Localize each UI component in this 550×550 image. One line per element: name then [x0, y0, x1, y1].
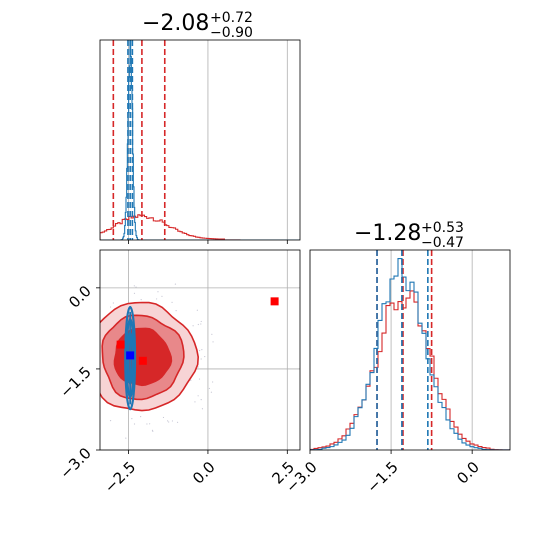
joint-red-marker-0	[116, 340, 125, 349]
joint-sample-point	[171, 301, 173, 303]
joint-sample-point	[212, 341, 214, 343]
param1-title-value: −2.08	[142, 11, 209, 36]
joint-ytick-label-2: −3.0	[56, 444, 94, 482]
joint-sample-point	[200, 399, 202, 401]
param2-title-value: −1.28	[354, 221, 421, 246]
joint-sample-point	[131, 418, 133, 420]
joint-sample-point	[76, 348, 77, 349]
joint-contours	[64, 283, 279, 439]
joint-sample-point	[146, 423, 148, 425]
joint-ytick-label-0: 0.0	[65, 282, 95, 312]
joint-sample-point	[171, 420, 174, 422]
joint-xtick-label-0: −2.5	[101, 458, 139, 496]
joint-sample-point	[125, 437, 127, 439]
param1-title: −2.08 +0.72 −0.90	[142, 10, 253, 41]
h2-blue-histogram	[310, 257, 510, 450]
param2-title-plus: +0.53	[421, 220, 464, 236]
joint-sample-point	[112, 302, 114, 304]
joint-xtick-label-1: 0.0	[189, 458, 219, 488]
joint-sample-point	[109, 306, 112, 308]
joint-sample-point	[88, 341, 89, 342]
joint-sample-point	[210, 391, 213, 393]
histogram-param2-series	[310, 250, 510, 450]
joint-sample-point	[64, 340, 65, 341]
param1-title-plus: +0.72	[210, 10, 253, 26]
param2-title-minus: −0.47	[421, 235, 464, 251]
h1-red-histogram	[100, 214, 300, 240]
joint-sample-point	[197, 366, 199, 368]
joint-sample-point	[200, 320, 202, 323]
joint-sample-point	[211, 333, 213, 335]
histogram-param2-panel: −3.0 −1.5 0.0	[282, 249, 511, 497]
joint-sample-point	[200, 358, 202, 360]
joint-frame	[99, 249, 301, 451]
joint-sample-point	[212, 381, 214, 383]
joint-sample-point	[149, 423, 151, 425]
joint-sample-point	[197, 323, 199, 326]
joint-sample-point	[199, 350, 201, 352]
histogram-param1-frame	[99, 39, 301, 241]
joint-sample-point	[135, 286, 137, 288]
joint-sample-point	[81, 310, 82, 311]
joint-sample-point	[168, 421, 170, 423]
joint-sample-point	[88, 382, 89, 383]
h2-red-histogram	[310, 290, 510, 450]
joint-sample-point	[81, 337, 82, 338]
joint-sample-point	[95, 372, 96, 373]
histogram-param1-grid	[128, 40, 288, 240]
histogram-param2-frame	[309, 249, 511, 451]
joint-sample-point	[140, 415, 142, 418]
joint-sample-point	[157, 291, 159, 293]
param2-title: −1.28 +0.53 −0.47	[354, 220, 464, 251]
joint-blue-marker	[126, 351, 135, 360]
joint-sample-point	[109, 420, 112, 422]
joint-sample-point	[77, 330, 78, 331]
joint-sample-point	[192, 325, 194, 327]
joint-sample-point	[200, 323, 202, 325]
joint-sample-point	[161, 295, 163, 297]
histogram-param1-ticks	[128, 240, 288, 244]
joint-sample-point	[89, 397, 90, 398]
joint-sample-point	[166, 420, 169, 422]
joint-sample-point	[133, 423, 136, 425]
joint-sample-point	[201, 348, 203, 351]
joint-sample-point	[196, 309, 198, 311]
joint-red-marker-1	[138, 356, 147, 365]
joint-sample-point	[75, 356, 76, 357]
joint-sample-point	[74, 358, 75, 359]
joint-sample-point	[194, 401, 196, 403]
joint-sample-point	[201, 408, 204, 410]
joint-panel: −2.5 0.0 2.50.0−1.5−3.0	[56, 249, 301, 497]
joint-sample-point	[190, 379, 192, 381]
joint-sample-point	[156, 298, 158, 300]
joint-red-marker-2	[270, 297, 279, 306]
joint-sample-point	[197, 395, 199, 397]
joint-sample-point	[151, 429, 154, 431]
param1-title-minus: −0.90	[210, 25, 253, 41]
joint-sample-point	[175, 310, 177, 312]
histogram-param1-panel	[99, 39, 301, 244]
joint-sample-point	[162, 416, 165, 419]
joint-sample-point	[74, 324, 75, 325]
joint-blue-contour-0	[124, 305, 137, 411]
h2-xtick-label-2: 0.0	[453, 458, 483, 488]
joint-sample-point	[133, 292, 136, 294]
joint-sample-point	[198, 378, 201, 380]
joint-sample-point	[133, 285, 135, 287]
joint-sample-point	[174, 283, 177, 285]
joint-ytick-label-1: −1.5	[56, 363, 94, 401]
joint-sample-point	[64, 365, 65, 366]
histogram-param2-ticks: −3.0 −1.5 0.0	[282, 450, 483, 497]
joint-sample-point	[208, 387, 211, 390]
joint-sample-point	[176, 421, 179, 423]
histogram-param1-series	[100, 40, 300, 240]
joint-sample-point	[64, 368, 65, 369]
joint-sample-point	[140, 298, 142, 301]
h2-xtick-label-1: −1.5	[363, 458, 401, 496]
joint-sample-point	[204, 355, 206, 358]
joint-sample-point	[67, 355, 68, 356]
